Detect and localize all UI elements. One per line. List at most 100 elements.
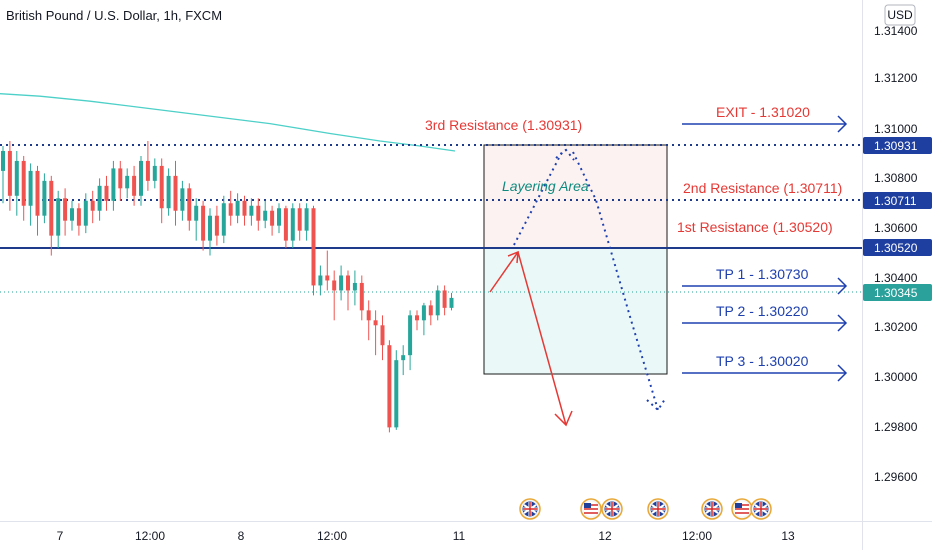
uk-flag-icon[interactable] [601, 498, 623, 520]
price-axis[interactable]: 1.31400 1.31200 1.31000 1.30800 1.30600 … [874, 24, 918, 484]
bearish-candle [49, 180, 54, 236]
time-tick: 12:00 [682, 529, 712, 543]
bullish-candle [352, 282, 357, 291]
bullish-candle [221, 203, 226, 236]
exit-label: EXIT - 1.31020 [716, 104, 810, 120]
price-tick: 1.31400 [874, 24, 918, 38]
tp1-label: TP 1 - 1.30730 [716, 266, 809, 282]
price-tick: 1.31000 [874, 122, 918, 136]
time-tick: 7 [57, 529, 64, 543]
bearish-candle [428, 305, 433, 316]
resistance-3-price: 1.30931 [874, 139, 918, 153]
bearish-candle [76, 208, 81, 226]
time-tick: 12:00 [135, 529, 165, 543]
bearish-candle [63, 198, 68, 221]
bearish-candle [35, 170, 40, 216]
bullish-candle [449, 297, 454, 308]
red-drop-arrowhead [554, 410, 573, 427]
uk-flag-icon[interactable] [647, 498, 669, 520]
bullish-candle [249, 205, 254, 216]
bullish-candle [421, 305, 426, 321]
current-price-badge [863, 284, 932, 301]
bullish-candle [277, 208, 281, 226]
time-axis[interactable]: 7 12:00 8 12:00 11 12 12:00 13 [57, 529, 795, 543]
price-tick: 1.30000 [874, 370, 918, 384]
time-tick: 12 [598, 529, 612, 543]
bullish-candle [152, 165, 157, 181]
current-price: 1.30345 [874, 286, 918, 300]
chart-title: British Pound / U.S. Dollar, 1h, FXCM [6, 8, 222, 23]
resistance-2-price-badge [863, 192, 932, 209]
bearish-candle [242, 200, 247, 216]
price-tick: 1.30400 [874, 271, 918, 285]
bearish-candle [145, 160, 150, 181]
bearish-candle [201, 205, 206, 241]
bearish-candle [228, 203, 233, 216]
bullish-candle [208, 215, 212, 241]
bearish-scenario-path [572, 151, 659, 411]
resistance-1-price-badge [863, 239, 932, 256]
resistance-2-price: 1.30711 [874, 194, 917, 208]
bearish-candle [346, 275, 350, 291]
bullish-candle [435, 290, 440, 316]
bearish-candle [132, 175, 137, 196]
bearish-candle [297, 208, 302, 231]
bearish-candle [214, 215, 219, 236]
tp3-arrowhead [837, 364, 848, 382]
time-tick: 8 [238, 529, 245, 543]
time-tick: 11 [453, 529, 466, 543]
bearish-candle [332, 280, 337, 291]
event-icons[interactable] [519, 498, 772, 520]
moving-average-line [0, 93, 456, 152]
bullish-candle [304, 208, 309, 231]
uk-flag-icon[interactable] [519, 498, 541, 520]
bearish-candle [283, 208, 288, 241]
bearish-candle [373, 320, 378, 326]
price-tick: 1.31200 [874, 71, 918, 85]
resistance-3-label: 3rd Resistance (1.30931) [425, 117, 582, 133]
bearish-candle [270, 210, 275, 226]
tp2-arrowhead [837, 314, 848, 332]
uk-flag-icon[interactable] [750, 498, 772, 520]
bullish-candle [408, 315, 413, 356]
bearish-candle [256, 205, 261, 221]
bullish-candle [194, 205, 199, 221]
bearish-candle [380, 325, 385, 346]
bearish-candle [187, 188, 192, 221]
us-flag-icon[interactable] [580, 498, 602, 520]
bullish-candle [56, 198, 61, 236]
red-pullback-arrow [489, 251, 519, 293]
bullish-candle [97, 185, 102, 211]
resistance-1-price: 1.30520 [874, 241, 918, 255]
target-zone-box[interactable] [483, 247, 668, 375]
tp3-label: TP 3 - 1.30020 [716, 353, 809, 369]
bearish-path-arrowhead [646, 398, 666, 412]
time-tick: 12:00 [317, 529, 347, 543]
price-tick: 1.30800 [874, 171, 918, 185]
bullish-candle [263, 210, 268, 221]
currency-badge[interactable] [884, 4, 916, 26]
bearish-candle [359, 282, 364, 311]
bullish-candle [235, 200, 240, 216]
bullish-candle [125, 175, 130, 189]
bullish-candle [394, 360, 399, 428]
bearish-candle [173, 175, 178, 211]
red-drop-arrow [517, 251, 567, 426]
bearish-candle [442, 290, 447, 308]
price-tick: 1.29600 [874, 470, 918, 484]
bullish-candle [339, 275, 344, 291]
resistance-1-label: 1st Resistance (1.30520) [677, 219, 833, 235]
uk-flag-icon[interactable] [701, 498, 723, 520]
layering-zone-box[interactable] [483, 144, 668, 249]
bullish-candle [1, 150, 5, 171]
bearish-candle [7, 150, 12, 196]
us-flag-icon[interactable] [731, 498, 753, 520]
resistance-2-label: 2nd Resistance (1.30711) [683, 180, 842, 196]
bullish-candle [70, 208, 74, 221]
bullish-candle [166, 175, 171, 209]
bullish-candle [28, 170, 33, 206]
bullish-candle [83, 200, 88, 226]
bearish-candle [387, 345, 392, 428]
exit-arrowhead [837, 115, 848, 133]
